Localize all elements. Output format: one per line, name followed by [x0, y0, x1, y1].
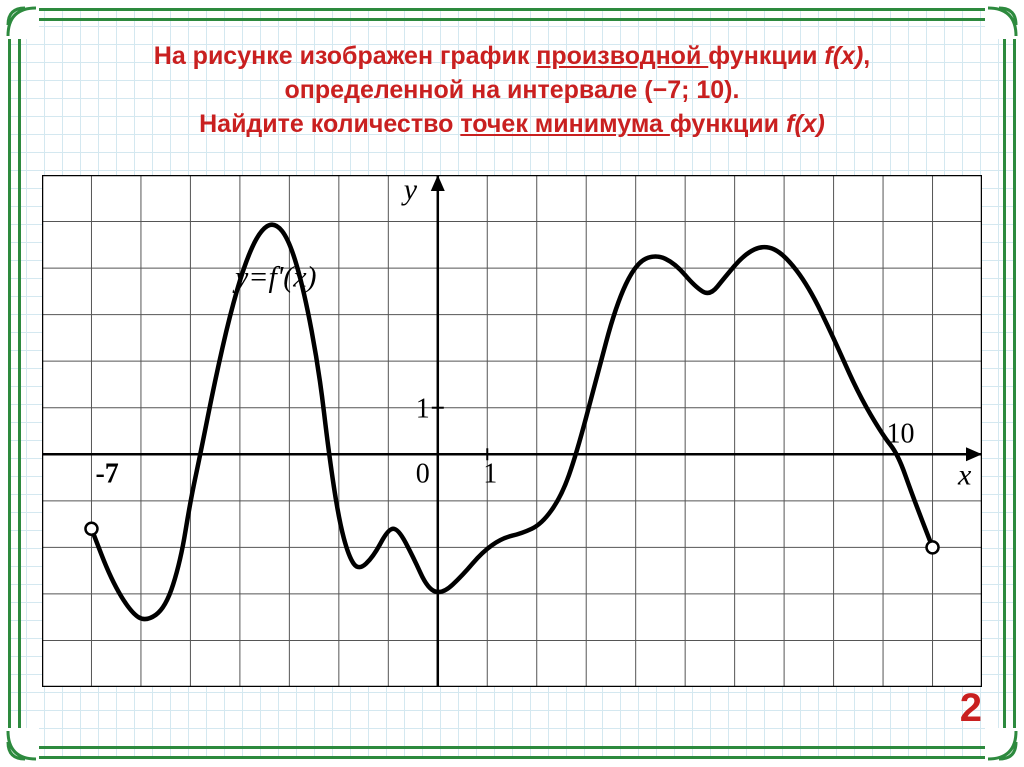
title-fx1: f(x) — [824, 42, 863, 70]
title-l1-comma: , — [863, 42, 870, 70]
title-l3-und: точек минимума — [460, 110, 670, 138]
title-l1-post: функции — [708, 42, 824, 70]
svg-text:y: y — [401, 175, 418, 206]
svg-text:10: 10 — [887, 418, 915, 449]
corner-ornament-br — [985, 728, 1019, 762]
corner-ornament-tr — [985, 5, 1019, 39]
chart-svg: -7 0 1 1 10 x y y=f'(x) — [42, 175, 982, 687]
corner-ornament-bl — [5, 728, 39, 762]
chart: -7 0 1 1 10 x y y=f'(x) — [42, 175, 982, 687]
title-l3-post: функции — [670, 110, 786, 138]
svg-text:x: x — [957, 458, 972, 491]
answer-value: 2 — [960, 686, 982, 731]
title-fx2: f(x) — [786, 110, 825, 138]
svg-text:1: 1 — [483, 458, 497, 489]
corner-ornament-tl — [5, 5, 39, 39]
svg-text:0: 0 — [416, 458, 430, 489]
svg-text:-7: -7 — [95, 458, 118, 489]
title-l2: определенной на интервале (−7; 10). — [50, 74, 974, 108]
svg-text:y=f'(x): y=f'(x) — [232, 261, 317, 294]
svg-text:1: 1 — [416, 394, 430, 425]
title-l1-pre: На рисунке изображен график — [154, 42, 537, 70]
problem-title: На рисунке изображен график производной … — [50, 40, 974, 141]
title-l3-pre: Найдите количество — [199, 110, 460, 138]
title-l1-und: производной — [536, 42, 708, 70]
